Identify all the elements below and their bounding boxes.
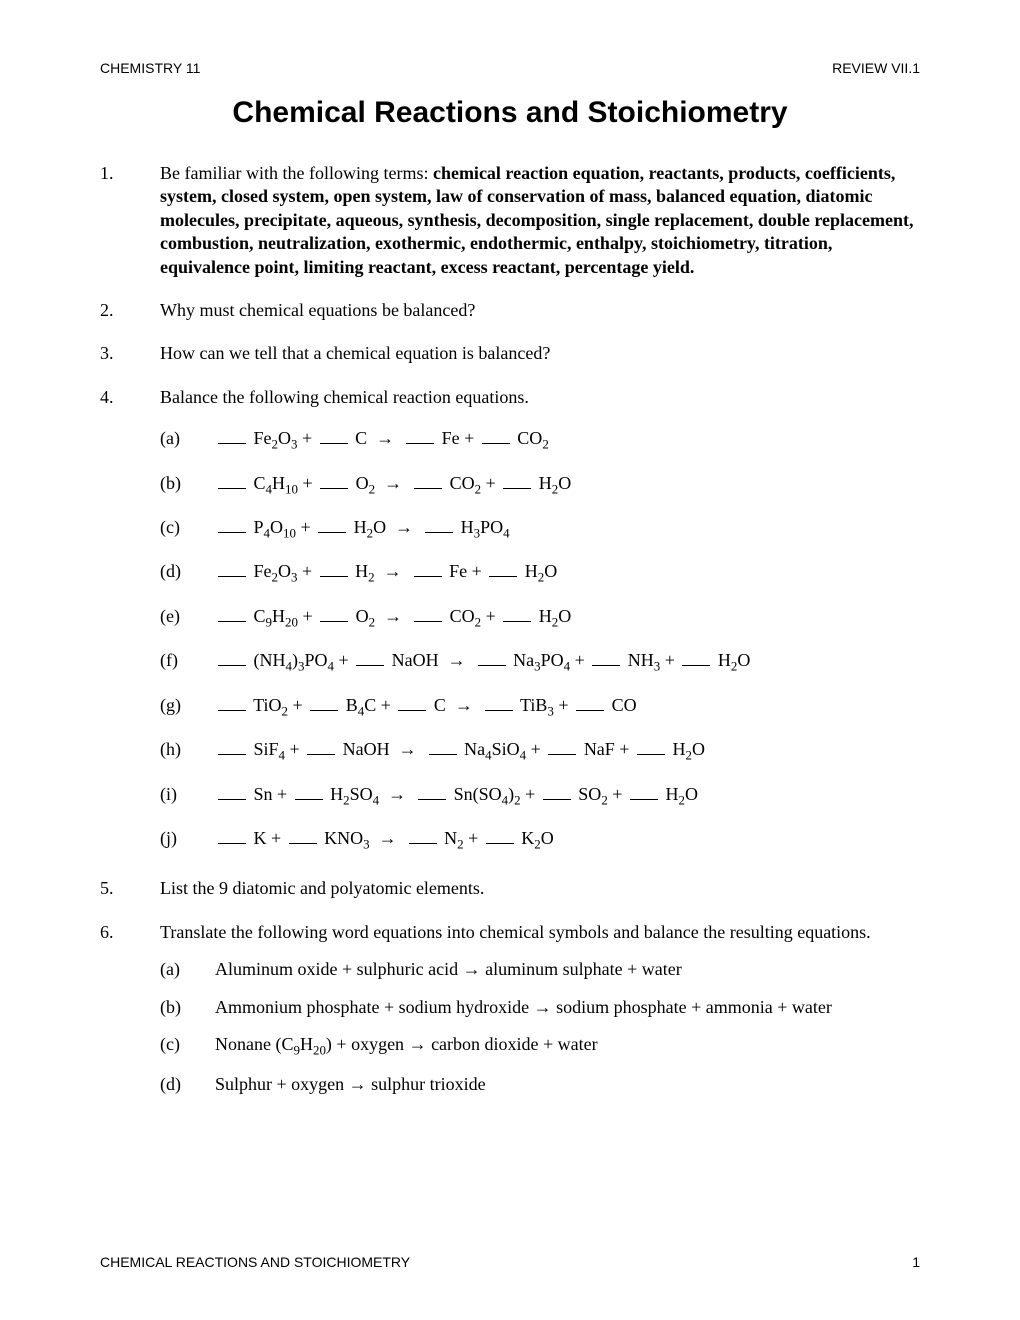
question-5: 5. List the 9 diatomic and polyatomic el…: [100, 877, 920, 900]
word-eq-a: (a) Aluminum oxide + sulphuric acid → al…: [160, 958, 920, 981]
sub-label: (d): [160, 1073, 215, 1096]
footer-right: 1: [912, 1254, 920, 1270]
question-body: Why must chemical equations be balanced?: [160, 299, 920, 322]
question-body: List the 9 diatomic and polyatomic eleme…: [160, 877, 920, 900]
question-body: Balance the following chemical reaction …: [160, 386, 920, 858]
equation-text: TiO2 + B4C + C → TiB3 + CO: [215, 694, 920, 720]
question-number: 2.: [100, 299, 160, 322]
equation-text: Fe2O3 + H2 → Fe + H2O: [215, 560, 920, 586]
word-eq-b: (b) Ammonium phosphate + sodium hydroxid…: [160, 996, 920, 1019]
sub-label: (h): [160, 738, 215, 764]
sub-label: (d): [160, 560, 215, 586]
sub-label: (i): [160, 783, 215, 809]
question-number: 6.: [100, 921, 160, 1105]
word-eq-text: Aluminum oxide + sulphuric acid → alumin…: [215, 958, 920, 981]
equation-e: (e) C9H20 + O2 → CO2 + H2O: [160, 605, 920, 631]
sub-label: (c): [160, 516, 215, 542]
page-title: Chemical Reactions and Stoichiometry: [100, 96, 920, 130]
sub-label: (b): [160, 472, 215, 498]
question-number: 3.: [100, 342, 160, 365]
sub-label: (c): [160, 1033, 215, 1059]
equation-text: (NH4)3PO4 + NaOH → Na3PO4 + NH3 + H2O: [215, 649, 920, 675]
question-number: 1.: [100, 162, 160, 279]
equation-text: C9H20 + O2 → CO2 + H2O: [215, 605, 920, 631]
sub-label: (a): [160, 958, 215, 981]
equation-g: (g) TiO2 + B4C + C → TiB3 + CO: [160, 694, 920, 720]
sub-label: (g): [160, 694, 215, 720]
question-4: 4. Balance the following chemical reacti…: [100, 386, 920, 858]
question-3: 3. How can we tell that a chemical equat…: [100, 342, 920, 365]
question-body: How can we tell that a chemical equation…: [160, 342, 920, 365]
sub-label: (e): [160, 605, 215, 631]
q6-intro: Translate the following word equations i…: [160, 921, 920, 944]
sub-label: (j): [160, 827, 215, 853]
question-body: Be familiar with the following terms: ch…: [160, 162, 920, 279]
equation-h: (h) SiF4 + NaOH → Na4SiO4 + NaF + H2O: [160, 738, 920, 764]
sub-label: (f): [160, 649, 215, 675]
equation-f: (f) (NH4)3PO4 + NaOH → Na3PO4 + NH3 + H2…: [160, 649, 920, 675]
q4-intro: Balance the following chemical reaction …: [160, 386, 920, 409]
equation-text: Fe2O3 + C → Fe + CO2: [215, 427, 920, 453]
equation-text: SiF4 + NaOH → Na4SiO4 + NaF + H2O: [215, 738, 920, 764]
word-eq-text: Ammonium phosphate + sodium hydroxide → …: [215, 996, 920, 1019]
question-2: 2. Why must chemical equations be balanc…: [100, 299, 920, 322]
question-body: Translate the following word equations i…: [160, 921, 920, 1105]
header-right: REVIEW VII.1: [832, 60, 920, 76]
question-number: 4.: [100, 386, 160, 858]
equation-i: (i) Sn + H2SO4 → Sn(SO4)2 + SO2 + H2O: [160, 783, 920, 809]
sub-label: (b): [160, 996, 215, 1019]
equation-list: (a) Fe2O3 + C → Fe + CO2 (b) C4H10 + O2 …: [160, 427, 920, 853]
page-footer: CHEMICAL REACTIONS AND STOICHIOMETRY 1: [100, 1254, 920, 1270]
sub-label: (a): [160, 427, 215, 453]
equation-text: Sn + H2SO4 → Sn(SO4)2 + SO2 + H2O: [215, 783, 920, 809]
word-eq-d: (d) Sulphur + oxygen → sulphur trioxide: [160, 1073, 920, 1096]
page: CHEMISTRY 11 REVIEW VII.1 Chemical React…: [0, 0, 1020, 1320]
word-eq-c: (c) Nonane (C9H20) + oxygen → carbon dio…: [160, 1033, 920, 1059]
equation-text: C4H10 + O2 → CO2 + H2O: [215, 472, 920, 498]
equation-d: (d) Fe2O3 + H2 → Fe + H2O: [160, 560, 920, 586]
question-number: 5.: [100, 877, 160, 900]
header-left: CHEMISTRY 11: [100, 60, 200, 76]
footer-left: CHEMICAL REACTIONS AND STOICHIOMETRY: [100, 1254, 410, 1270]
question-1: 1. Be familiar with the following terms:…: [100, 162, 920, 279]
equation-text: P4O10 + H2O → H3PO4: [215, 516, 920, 542]
page-header: CHEMISTRY 11 REVIEW VII.1: [100, 60, 920, 76]
equation-j: (j) K + KNO3 → N2 + K2O: [160, 827, 920, 853]
word-eq-text: Sulphur + oxygen → sulphur trioxide: [215, 1073, 920, 1096]
equation-text: K + KNO3 → N2 + K2O: [215, 827, 920, 853]
q1-lead: Be familiar with the following terms:: [160, 163, 433, 183]
question-6: 6. Translate the following word equation…: [100, 921, 920, 1105]
equation-c: (c) P4O10 + H2O → H3PO4: [160, 516, 920, 542]
word-eq-text: Nonane (C9H20) + oxygen → carbon dioxide…: [215, 1033, 920, 1059]
equation-b: (b) C4H10 + O2 → CO2 + H2O: [160, 472, 920, 498]
equation-a: (a) Fe2O3 + C → Fe + CO2: [160, 427, 920, 453]
